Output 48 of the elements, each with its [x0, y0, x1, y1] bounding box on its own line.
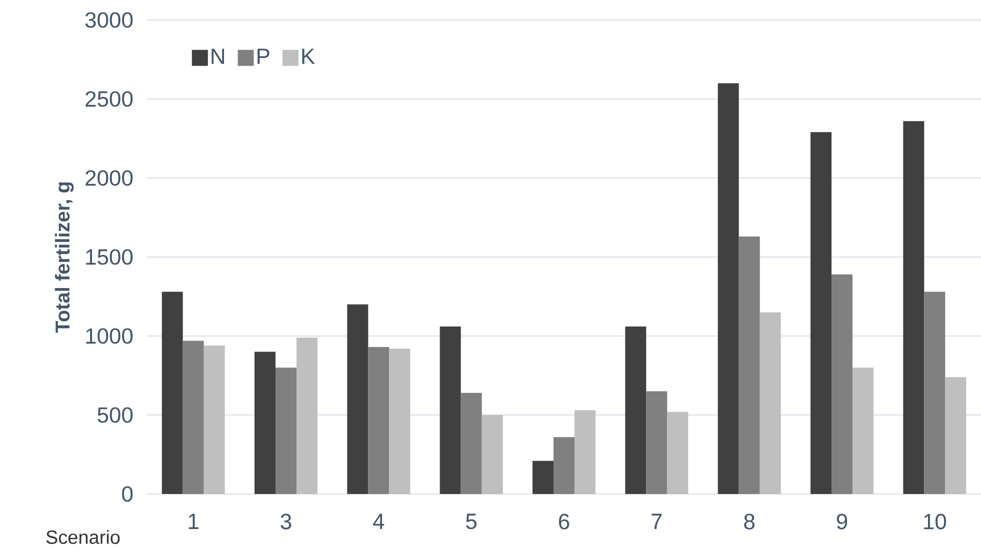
bar	[852, 368, 874, 494]
x-tick-label: 10	[924, 514, 946, 530]
bar	[760, 312, 781, 494]
bar	[945, 377, 966, 494]
legend-label: P	[258, 48, 270, 64]
bar	[554, 437, 575, 494]
bar	[389, 348, 410, 494]
bar	[832, 274, 853, 494]
y-tick-label: 1500	[86, 249, 133, 265]
y-tick-label: 0	[122, 486, 133, 502]
y-tick-label: 2000	[86, 170, 133, 186]
bar	[718, 83, 739, 494]
bar	[276, 368, 297, 494]
bar	[574, 410, 596, 494]
x-tick-label: 5	[466, 514, 477, 530]
x-tick-label: 1	[188, 514, 198, 529]
bar	[903, 121, 924, 494]
x-tick-label: 9	[836, 514, 848, 530]
x-axis-title: Scenario	[46, 530, 120, 544]
x-tick-label: 7	[652, 514, 662, 529]
bar	[460, 392, 482, 494]
bar	[810, 132, 832, 494]
bar	[254, 352, 276, 494]
bar	[296, 338, 318, 494]
bar	[204, 345, 225, 494]
bar	[482, 415, 503, 494]
bar	[440, 326, 461, 494]
bar	[162, 292, 183, 494]
legend-label: K	[302, 48, 315, 64]
x-tick-label: 6	[559, 514, 570, 530]
legend-label: N	[212, 48, 224, 64]
bar	[182, 340, 204, 494]
bar	[347, 304, 368, 494]
y-tick-label: 3000	[85, 12, 133, 28]
y-tick-label: 500	[98, 407, 133, 423]
x-tick-label: 8	[744, 514, 755, 530]
bar	[368, 347, 390, 494]
bar	[667, 412, 688, 494]
bar	[625, 326, 646, 494]
x-tick-label: 4	[373, 514, 384, 529]
y-axis-title: Total fertilizer, g	[54, 182, 74, 333]
bar	[924, 292, 946, 494]
bar	[532, 460, 554, 494]
x-tick-label: 3	[280, 514, 292, 530]
y-tick-label: 2500	[86, 91, 133, 107]
bar	[738, 236, 760, 494]
y-tick-label: 1000	[86, 328, 133, 344]
bar	[646, 391, 668, 494]
